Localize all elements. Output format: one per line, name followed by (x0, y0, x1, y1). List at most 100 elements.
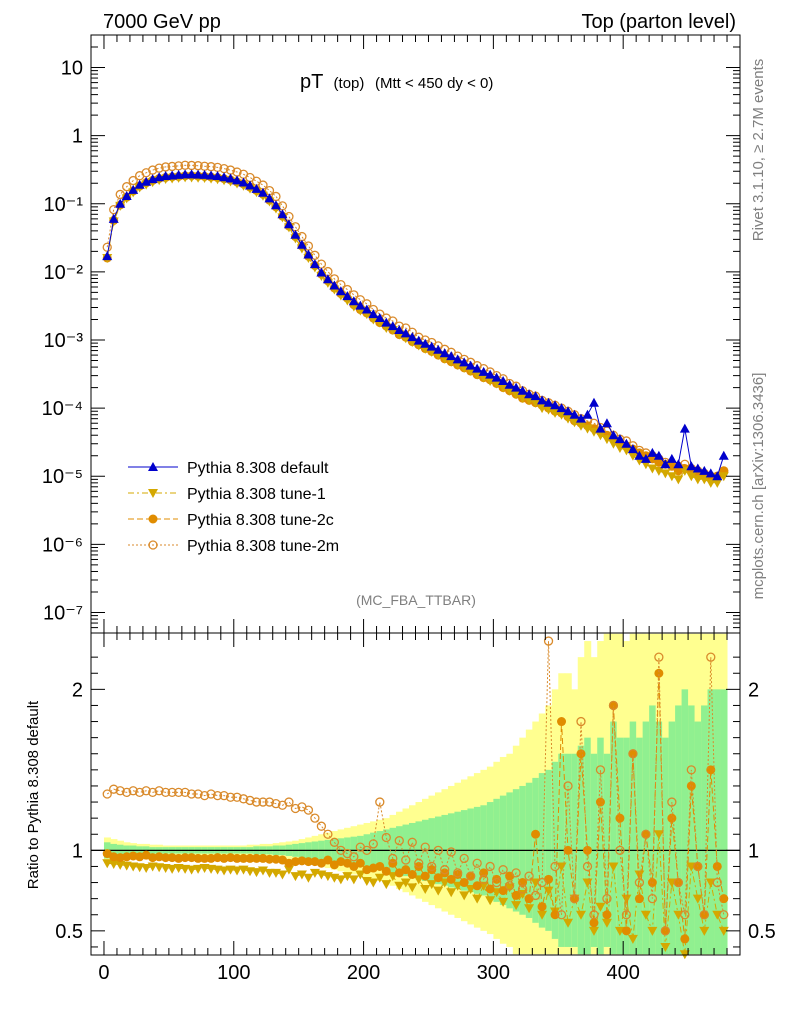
data-point (653, 466, 664, 476)
data-point (601, 418, 612, 428)
ratio-y-tick-label: 0.5 (55, 921, 83, 943)
data-point (108, 213, 119, 223)
legend-item: Pythia 8.308 tune-2c (128, 512, 334, 529)
ratio-data-point (219, 790, 229, 801)
ratio-data-point (511, 901, 522, 911)
y-tick-label: 10⁻¹ (44, 194, 84, 216)
ratio-data-point (193, 853, 203, 863)
data-point (413, 335, 424, 345)
ratio-data-point (699, 910, 709, 920)
data-point (537, 395, 548, 405)
legend-marker (148, 540, 158, 550)
ratio-data-point (582, 861, 593, 872)
ratio-data-point (706, 765, 716, 775)
ratio-data-point (634, 894, 644, 904)
data-point (621, 438, 632, 448)
ratio-data-point (524, 904, 535, 914)
ratio-data-point (589, 910, 599, 920)
ratio-data-point (498, 897, 509, 907)
ratio-data-point (563, 781, 573, 791)
data-point (407, 332, 418, 342)
uncertainty-band-green (649, 705, 657, 955)
data-point (219, 172, 230, 182)
data-point (206, 170, 217, 180)
legend-label: Pythia 8.308 tune-1 (187, 486, 326, 503)
ratio-y-ticks: 0.5 0.5 1 1 2 2 (55, 656, 776, 948)
header-left: 7000 GeV pp (103, 11, 221, 33)
uncertainty-band-green (623, 737, 631, 955)
ratio-data-point (589, 918, 599, 928)
ratio-data-point (251, 853, 261, 863)
data-point (368, 309, 379, 319)
data-point (160, 162, 171, 172)
data-point (686, 461, 697, 471)
ratio-data-point (219, 866, 230, 876)
ratio-data-point (401, 855, 411, 865)
data-point (212, 171, 223, 181)
data-point (387, 321, 398, 331)
ratio-data-point (654, 652, 664, 662)
ratio-data-point (530, 890, 541, 901)
ratio-data-point (459, 878, 469, 888)
ratio-data-point (601, 918, 612, 928)
ratio-data-point (407, 870, 417, 879)
ratio-data-point (557, 717, 567, 727)
uncertainty-band-green (662, 737, 670, 955)
main-plot-panel: 10 1 10⁻¹ 10⁻² 10⁻³ 10⁻⁴ 10⁻⁵ 10⁻⁶ 10⁻⁷ pT (top)… (42, 34, 741, 634)
ratio-data-point (576, 716, 586, 727)
data-point (225, 173, 236, 183)
plot-title-sub1: (top) (334, 75, 365, 92)
ratio-data-point (141, 864, 152, 874)
ratio-data-point (446, 888, 457, 898)
ratio-data-point (257, 866, 268, 876)
data-point (647, 464, 658, 474)
plot-title-sub2: (Mtt < 450 dy < 0) (375, 75, 493, 92)
series-line (106, 164, 725, 477)
ratio-data-point (511, 890, 521, 900)
data-point (588, 397, 599, 407)
ratio-data-point (550, 861, 560, 872)
series-tune-2c (102, 171, 729, 481)
data-point (439, 348, 450, 358)
ratio-data-point (148, 787, 158, 798)
ratio-data-point (251, 868, 262, 878)
data-point (329, 280, 340, 290)
ratio-data-point (621, 926, 631, 936)
ratio-data-point (394, 881, 405, 891)
data-point (115, 198, 126, 208)
ratio-data-point (472, 858, 482, 868)
data-point (588, 427, 599, 437)
legend: Pythia 8.308 default Pythia 8.308 tune-1 P… (128, 460, 339, 555)
data-point (543, 397, 554, 407)
data-point (530, 391, 541, 401)
ratio-data-point (595, 902, 606, 912)
ratio-data-point (543, 636, 554, 646)
data-point (660, 469, 671, 479)
uncertainty-band-green (675, 705, 683, 955)
ratio-data-point (667, 797, 677, 807)
legend-label: Pythia 8.308 default (187, 460, 329, 477)
ratio-data-point (193, 789, 203, 799)
ratio-y-tick-label: 2 (72, 679, 83, 701)
data-point (245, 180, 256, 190)
ratio-data-point (160, 787, 171, 798)
ratio-data-point (426, 880, 437, 890)
data-point (569, 409, 580, 419)
data-point (472, 363, 483, 373)
ratio-data-point (323, 829, 333, 839)
ratio-data-point (550, 910, 560, 920)
ratio-data-point (673, 878, 683, 888)
ratio-data-point (608, 862, 619, 872)
ratio-data-point (692, 894, 703, 904)
data-point (667, 461, 677, 471)
data-point (154, 163, 164, 173)
ratio-data-point (446, 847, 456, 857)
legend-item: Pythia 8.308 default (128, 460, 329, 477)
x-tick-label: 400 (606, 962, 639, 984)
ratio-data-point (660, 926, 671, 936)
ratio-data-point (102, 789, 112, 799)
mcplots-label: mcplots.cern.ch [arXiv:1306.3436] (750, 373, 767, 600)
y-tick-label: 10⁻⁴ (42, 398, 83, 420)
legend-item: Pythia 8.308 tune-2m (128, 538, 339, 555)
legend-item: Pythia 8.308 tune-1 (128, 486, 326, 503)
